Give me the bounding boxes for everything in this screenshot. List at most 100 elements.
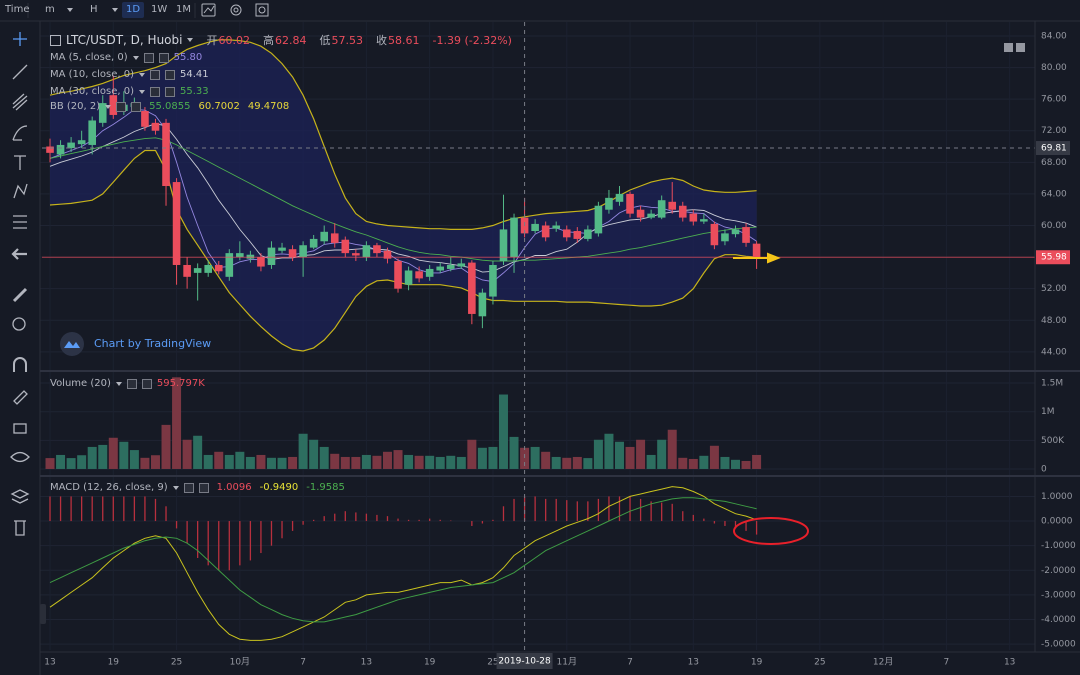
pitchfork-tool[interactable] bbox=[12, 93, 28, 111]
delete-tool[interactable] bbox=[14, 520, 26, 536]
candle-body bbox=[204, 264, 213, 273]
candle-body bbox=[647, 213, 655, 218]
lock-drawing-tool[interactable] bbox=[13, 390, 28, 405]
dropdown-caret[interactable] bbox=[187, 38, 194, 42]
legend-button[interactable] bbox=[165, 69, 176, 80]
scale-button[interactable] bbox=[1016, 43, 1025, 52]
layers-tool[interactable] bbox=[10, 489, 30, 504]
legend-name[interactable]: MA (5, close, 0) bbox=[50, 52, 128, 63]
tv-logo-mark bbox=[64, 341, 80, 348]
dropdown-caret[interactable] bbox=[115, 381, 122, 386]
volume-bar bbox=[541, 451, 551, 469]
legend-name[interactable]: Volume (20) bbox=[50, 378, 111, 389]
volume-bar bbox=[667, 429, 677, 469]
toolbar-item[interactable]: Time bbox=[5, 4, 30, 15]
dropdown-caret[interactable] bbox=[105, 104, 112, 109]
lock-tool[interactable] bbox=[13, 423, 27, 434]
legend-button[interactable] bbox=[165, 86, 176, 97]
ohlc-value: 57.53 bbox=[331, 33, 363, 47]
legend-name[interactable]: MA (30, close, 0) bbox=[50, 86, 135, 97]
toolbar-icons[interactable] bbox=[27, 3, 269, 18]
toolbar-item[interactable]: 1D bbox=[126, 4, 141, 15]
ruler-tool[interactable] bbox=[12, 287, 28, 303]
legend-button[interactable] bbox=[150, 86, 161, 97]
candle-body bbox=[689, 213, 698, 222]
dropdown-caret[interactable] bbox=[172, 485, 179, 490]
volume-bar bbox=[319, 446, 329, 469]
volume-bar bbox=[752, 454, 762, 469]
legend-value: 60.7002 bbox=[198, 101, 240, 112]
volume-bar bbox=[140, 457, 150, 469]
toolbar-item[interactable]: 1W bbox=[151, 4, 168, 15]
scale-button[interactable] bbox=[1004, 43, 1013, 52]
legend-button[interactable] bbox=[183, 482, 194, 493]
ohlc-label: 开 bbox=[206, 34, 218, 47]
dropdown-caret[interactable] bbox=[139, 72, 146, 77]
dropdown-caret[interactable] bbox=[132, 55, 139, 60]
symbol-title[interactable]: LTC/USDT, D, Huobi bbox=[66, 33, 183, 47]
arrow-annotation bbox=[733, 252, 781, 264]
signal-line bbox=[49, 497, 757, 623]
dropdown-caret[interactable] bbox=[67, 8, 73, 12]
dropdown-caret[interactable] bbox=[139, 89, 146, 94]
legend-name[interactable]: BB (20, 2) bbox=[50, 101, 101, 112]
volume-bar bbox=[709, 445, 719, 469]
legend-value: 595.797K bbox=[156, 378, 205, 389]
candle-body bbox=[510, 217, 518, 258]
legend-button[interactable] bbox=[141, 378, 152, 389]
crosshair-date: 2019-10-28 bbox=[498, 657, 551, 667]
collapse-tab[interactable] bbox=[40, 604, 46, 624]
candle-body bbox=[752, 243, 761, 258]
toolbar-item[interactable]: 1M bbox=[176, 4, 191, 15]
settings-icon[interactable] bbox=[230, 4, 242, 16]
back-tool[interactable] bbox=[11, 248, 27, 260]
overlay-layer: 44.0048.0052.0056.0060.0064.0068.0072.00… bbox=[42, 22, 1076, 669]
zoom-tool[interactable] bbox=[12, 317, 26, 331]
prediction-tool[interactable] bbox=[13, 215, 27, 229]
legend-button[interactable] bbox=[131, 101, 142, 112]
legend-button[interactable] bbox=[126, 378, 137, 389]
brush-tool[interactable] bbox=[12, 125, 28, 141]
legend-name[interactable]: MACD (12, 26, close, 9) bbox=[50, 482, 168, 493]
x-tick-label: 13 bbox=[688, 658, 699, 668]
trend-line-tool[interactable] bbox=[12, 64, 28, 80]
x-tick-label: 7 bbox=[300, 658, 306, 668]
indicator-icon[interactable] bbox=[201, 3, 216, 17]
y-tick-label: 1.5M bbox=[1041, 379, 1063, 389]
toolbar-item[interactable]: H bbox=[90, 4, 98, 15]
volume-bar bbox=[340, 456, 350, 469]
volume-bar bbox=[520, 447, 530, 469]
toolbar-item[interactable]: m bbox=[45, 4, 55, 15]
y-tick-label: -3.0000 bbox=[1041, 590, 1076, 600]
crosshair-tool[interactable] bbox=[13, 32, 27, 46]
pattern-tool[interactable] bbox=[13, 183, 28, 199]
candle-body bbox=[225, 253, 234, 277]
legend-button[interactable] bbox=[158, 52, 169, 63]
volume-bar bbox=[172, 377, 182, 469]
volume-bar bbox=[77, 455, 87, 469]
legend-button[interactable] bbox=[143, 52, 154, 63]
magnet-tool[interactable] bbox=[13, 357, 27, 372]
volume-bar bbox=[266, 457, 276, 469]
last-price-bg bbox=[1036, 250, 1070, 265]
legend-button[interactable] bbox=[116, 101, 127, 112]
volume-bar bbox=[382, 451, 392, 469]
legend-button[interactable] bbox=[150, 69, 161, 80]
y-tick-label: 64.00 bbox=[1041, 189, 1067, 199]
candle-body bbox=[193, 268, 202, 273]
y-tick-label: -2.0000 bbox=[1041, 566, 1076, 576]
candle-body bbox=[457, 263, 466, 267]
volume-bar bbox=[108, 437, 118, 469]
legend-name[interactable]: MA (10, close, 0) bbox=[50, 69, 135, 80]
dropdown-caret[interactable] bbox=[112, 8, 118, 12]
candle-body bbox=[352, 253, 360, 256]
text-tool[interactable] bbox=[14, 155, 26, 170]
candle-body bbox=[98, 103, 107, 123]
y-tick-label: 80.00 bbox=[1041, 63, 1067, 73]
legend-button[interactable] bbox=[198, 482, 209, 493]
visibility-tool[interactable] bbox=[10, 451, 30, 463]
snapshot-icon[interactable] bbox=[255, 3, 269, 17]
volume-bar bbox=[161, 424, 171, 469]
candle-body bbox=[636, 209, 645, 218]
drawing-toolbar[interactable] bbox=[10, 32, 30, 536]
